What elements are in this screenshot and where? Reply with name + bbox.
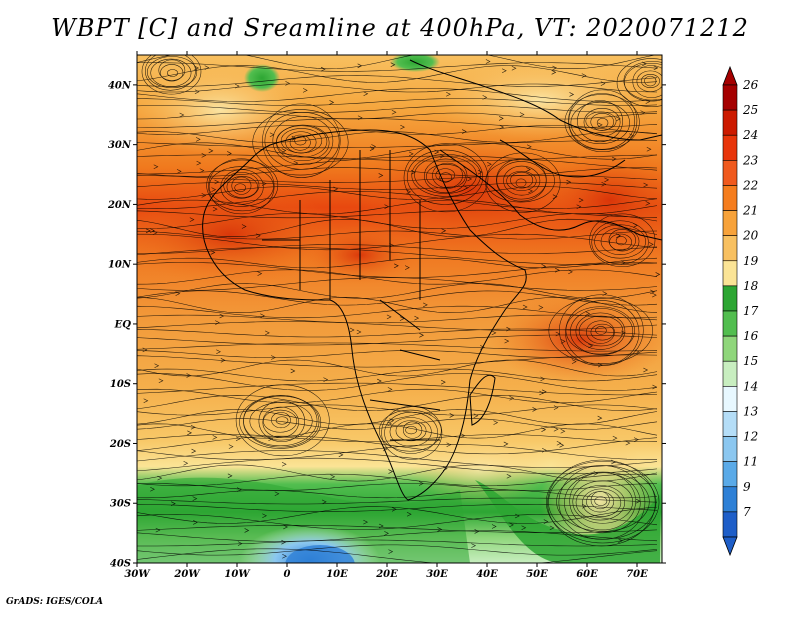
- colorbar-label: 26: [742, 78, 759, 92]
- lat-tick-label: 10N: [108, 260, 132, 271]
- colorbar-label: 21: [742, 204, 758, 218]
- lat-tick-label: 20N: [107, 200, 132, 211]
- colorbar-label: 13: [743, 404, 759, 418]
- colorbar-swatch: [722, 210, 738, 236]
- colorbar-swatch: [722, 461, 738, 488]
- wbpt-shading: [137, 55, 662, 563]
- footer-credit: GrADS: IGES/COLA: [6, 597, 104, 607]
- lon-tick-label: 70E: [626, 569, 648, 580]
- colorbar-swatch: [722, 411, 738, 437]
- colorbar-swatch: [722, 160, 738, 186]
- colorbar-swatch: [722, 335, 738, 362]
- map-title: WBPT [C] and Sreamline at 400hPa, VT: 20…: [51, 14, 749, 42]
- lat-tick-label: EQ: [114, 319, 132, 330]
- colorbar-label: 11: [743, 455, 758, 469]
- lat-tick-label: 10S: [110, 379, 131, 390]
- colorbar-label: 16: [743, 329, 759, 343]
- map-frame: [136, 54, 663, 564]
- colorbar-label: 12: [743, 430, 758, 444]
- colorbar: 26 25 24 23 22 21 20 19 18 17 16 15 14 13 12 11 9 7: [722, 65, 759, 557]
- colorbar-swatch: [722, 260, 738, 287]
- colorbar-swatch: [722, 386, 738, 412]
- colorbar-label: 23: [742, 153, 759, 167]
- coastlines: [202, 59, 662, 501]
- lon-tick-label: 30W: [124, 569, 151, 580]
- colorbar-label: 25: [742, 103, 758, 117]
- colorbar-min-arrow: [722, 536, 738, 557]
- lat-tick-label: 30S: [110, 499, 131, 510]
- lon-axis: 30W 20W 10W 0 10E 20E 30E 40E 50E 60E 70E: [124, 51, 648, 580]
- colorbar-swatch: [722, 84, 738, 111]
- lon-tick-label: 20W: [173, 569, 201, 580]
- colorbar-label: 18: [743, 279, 759, 293]
- lon-tick-label: 20E: [375, 569, 398, 580]
- colorbar-label: 14: [743, 379, 758, 393]
- colorbar-swatch: [722, 360, 738, 387]
- lat-tick-label: 40N: [108, 80, 132, 91]
- colorbar-swatch: [722, 235, 738, 262]
- lon-tick-label: 50E: [526, 569, 548, 580]
- lon-tick-label: 0: [284, 569, 291, 580]
- colorbar-swatch: [722, 486, 738, 513]
- colorbar-label: 24: [742, 128, 758, 142]
- colorbar-max-arrow: [722, 65, 738, 86]
- colorbar-swatch: [722, 310, 738, 337]
- lat-axis: 40N 30N 20N 10N EQ 10S 20S 30S 40S: [107, 80, 666, 570]
- colorbar-swatch: [722, 109, 738, 136]
- lon-tick-label: 30E: [426, 569, 448, 580]
- streamlines: [137, 55, 662, 563]
- lon-tick-label: 10E: [326, 569, 348, 580]
- colorbar-label: 19: [743, 254, 759, 268]
- colorbar-swatch: [722, 285, 738, 312]
- colorbar-label: 7: [743, 505, 751, 519]
- lat-tick-label: 20S: [109, 439, 131, 450]
- lat-tick-label: 40S: [110, 559, 131, 570]
- colorbar-label: 22: [742, 178, 758, 192]
- lon-tick-label: 60E: [576, 569, 598, 580]
- colorbar-swatch: [722, 185, 738, 211]
- lon-tick-label: 40E: [476, 569, 498, 580]
- lat-tick-label: 30N: [108, 140, 132, 151]
- colorbar-swatch: [722, 134, 738, 161]
- colorbar-swatch: [722, 436, 738, 462]
- colorbar-label: 9: [743, 480, 751, 494]
- colorbar-label: 17: [743, 304, 759, 318]
- lon-tick-label: 10W: [224, 569, 251, 580]
- colorbar-swatch: [722, 511, 738, 538]
- colorbar-label: 20: [742, 229, 759, 243]
- colorbar-label: 15: [743, 354, 758, 368]
